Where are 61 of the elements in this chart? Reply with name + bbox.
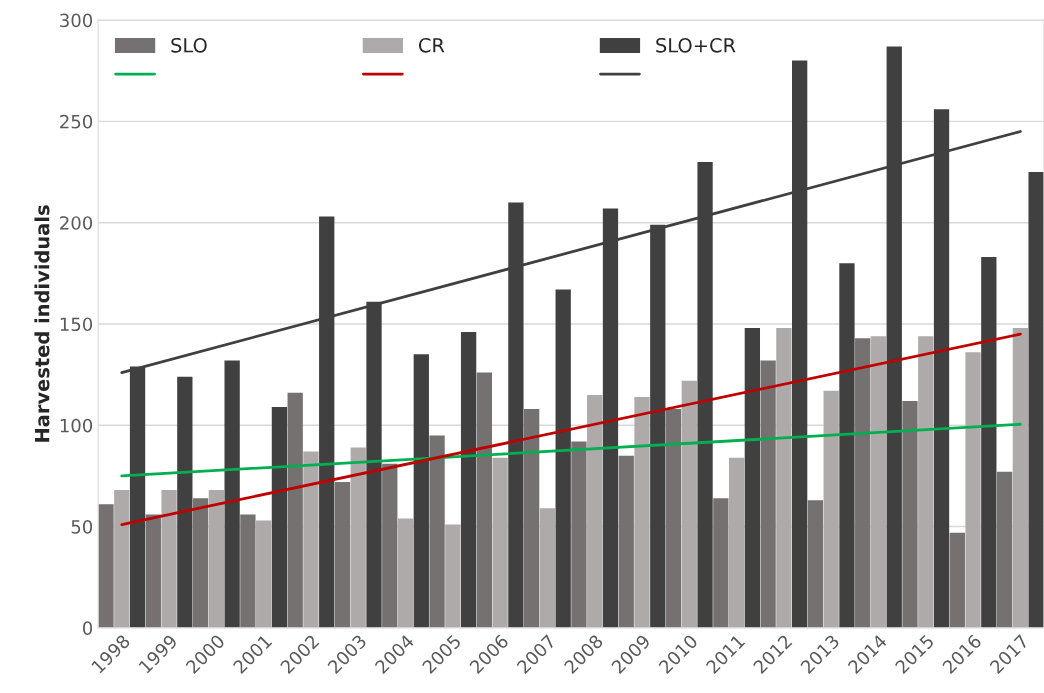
bar <box>1012 328 1028 628</box>
bar <box>539 508 556 628</box>
bar <box>303 451 319 628</box>
legend-label: CR <box>418 37 445 53</box>
bar <box>949 532 965 628</box>
bar <box>870 336 887 628</box>
bar <box>445 524 461 628</box>
bar <box>382 463 398 628</box>
bar <box>902 400 918 628</box>
bar <box>713 498 729 628</box>
y-tick-label: 200 <box>60 216 93 230</box>
bar <box>618 455 634 628</box>
y-axis-title: Harvested individuals <box>34 205 50 442</box>
bar <box>98 504 114 628</box>
bar <box>760 360 776 628</box>
bar <box>807 500 824 628</box>
bar <box>555 289 571 628</box>
bar <box>744 328 760 628</box>
bar <box>177 376 193 628</box>
bar <box>524 409 540 628</box>
y-tick-label: 300 <box>60 13 93 28</box>
bar <box>681 380 697 628</box>
bar <box>350 447 366 628</box>
bar <box>271 407 288 628</box>
bar <box>855 338 871 628</box>
bar <box>981 257 997 628</box>
bar <box>587 394 603 628</box>
bar <box>634 396 650 628</box>
legend-label: SLO <box>171 37 207 53</box>
legend-label: SLO+CR <box>656 37 736 53</box>
y-tick-label: 50 <box>71 520 93 534</box>
bar <box>460 332 477 628</box>
y-tick-label: 250 <box>60 114 93 129</box>
bar <box>208 490 225 628</box>
bar <box>429 435 445 628</box>
bar <box>114 490 130 628</box>
bar <box>476 372 493 628</box>
y-tick-label: 100 <box>60 418 93 433</box>
bar <box>224 360 240 628</box>
bar <box>256 520 272 628</box>
bar <box>839 263 855 628</box>
bar <box>413 354 429 628</box>
bar <box>665 409 682 628</box>
bar <box>287 392 303 628</box>
bar <box>161 490 177 628</box>
bar <box>776 328 792 628</box>
bar <box>192 498 209 628</box>
bar <box>1028 172 1044 628</box>
bar <box>334 482 351 628</box>
y-tick-label: 0 <box>82 621 93 635</box>
y-tick-label: 150 <box>60 317 93 332</box>
bar <box>918 336 934 628</box>
bar <box>240 514 256 628</box>
bar <box>145 514 161 628</box>
bar <box>823 390 839 628</box>
bar <box>397 518 414 628</box>
bar <box>965 352 981 628</box>
bar <box>996 471 1013 628</box>
bar <box>571 441 587 628</box>
bar <box>728 457 745 628</box>
bar <box>492 457 508 628</box>
